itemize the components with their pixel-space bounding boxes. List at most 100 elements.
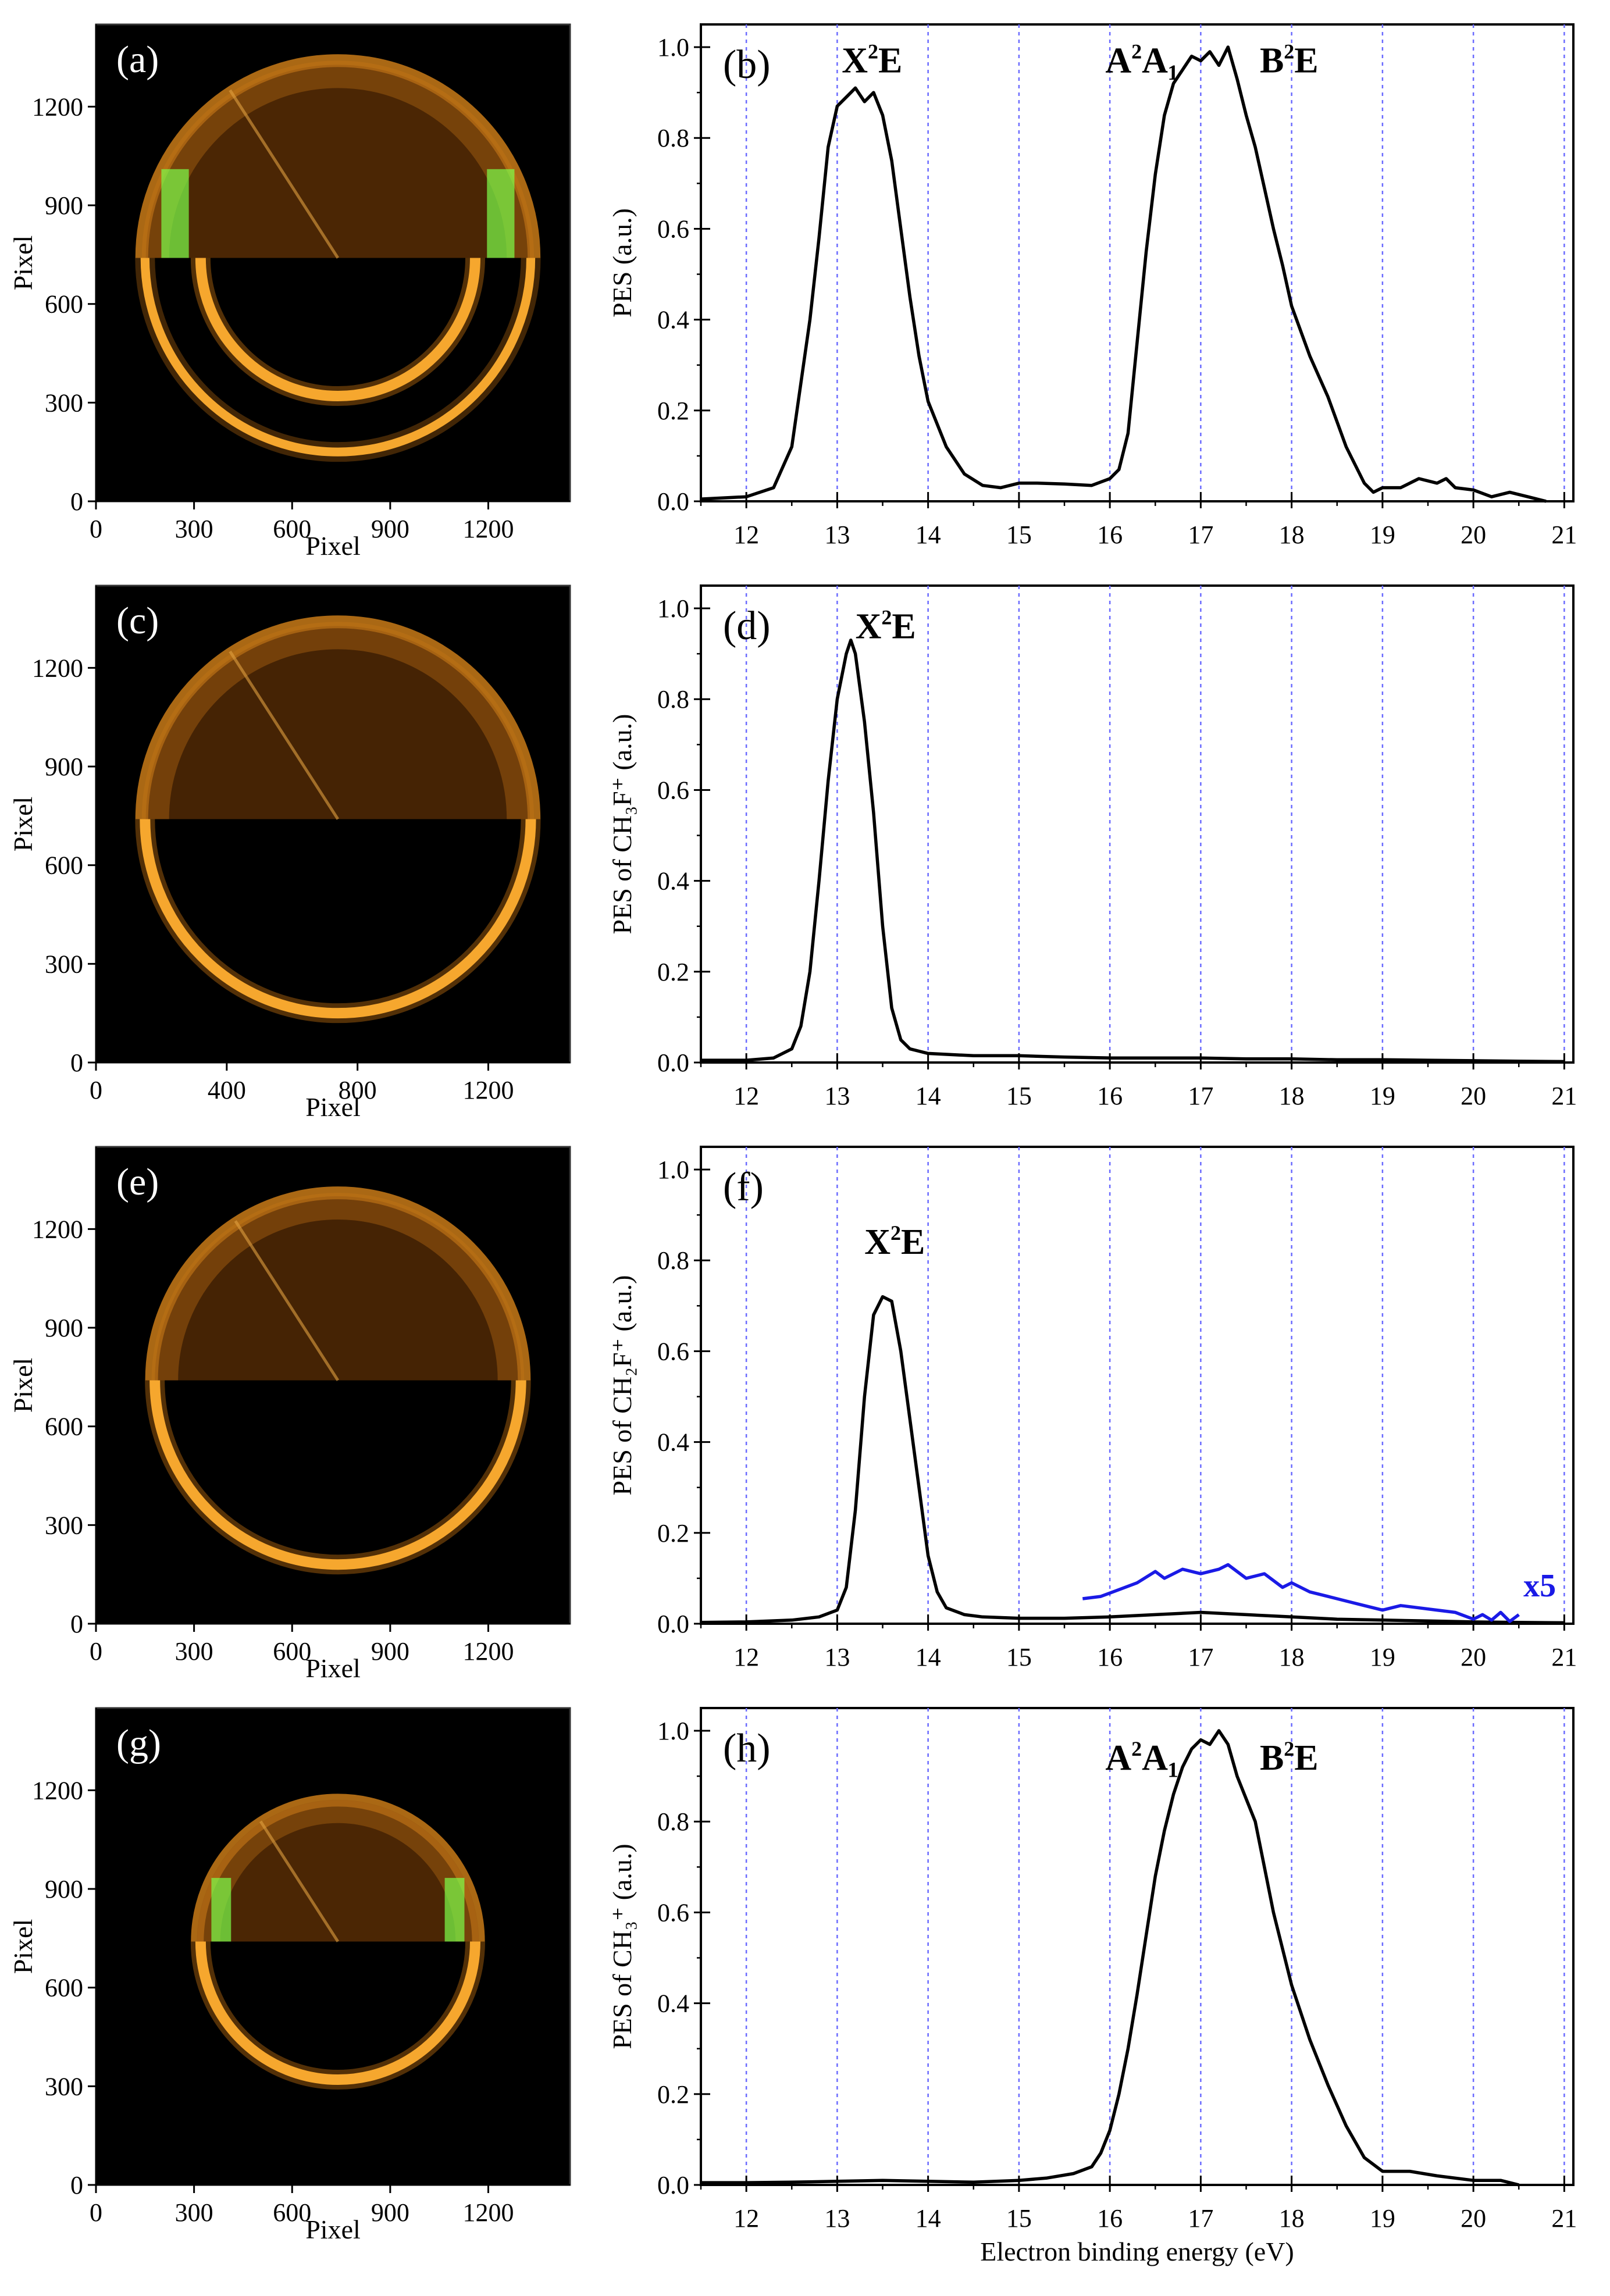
hotspot-left <box>211 1878 231 1942</box>
x-tick-label: 15 <box>1006 2204 1032 2233</box>
x-tick-label: 16 <box>1097 2204 1123 2233</box>
y-tick-label: 0 <box>70 1610 83 1638</box>
x-tick-label: 16 <box>1097 1643 1123 1671</box>
ring-lower <box>195 258 480 401</box>
x-tick-label: 19 <box>1370 1082 1395 1110</box>
x-tick-label: 18 <box>1279 1643 1305 1671</box>
y-axis-title: Pixel <box>8 1919 38 1974</box>
y-axis-title: PES (a.u.) <box>607 208 637 318</box>
x-tick-label: 15 <box>1006 1643 1032 1671</box>
y-tick-label: 1200 <box>32 1776 83 1805</box>
detector-artifact-line <box>229 650 340 820</box>
x-tick-label: 20 <box>1461 1082 1486 1110</box>
x-axis-title: Pixel <box>305 1092 361 1122</box>
y-tick-label: 0.0 <box>657 1610 689 1638</box>
panel-label: (d) <box>723 604 771 648</box>
y-tick-label: 0.0 <box>657 2171 689 2199</box>
plot-frame <box>700 1707 1575 2186</box>
y-axis-title: Pixel <box>8 797 38 852</box>
y-tick-label: 0.4 <box>657 306 689 334</box>
y-tick-label: 0.6 <box>657 215 689 243</box>
state-label: X2E <box>856 605 916 646</box>
detector-image <box>95 1707 571 2186</box>
x-tick-label: 20 <box>1461 2204 1486 2233</box>
panel-g: (g) 0 300 600 900 1200 0 300 600 900 1200 Pixel Pixe… <box>8 1707 571 2244</box>
panel-label: (h) <box>723 1726 771 1771</box>
x-tick-label: 15 <box>1006 1082 1032 1110</box>
x-tick-label: 17 <box>1188 520 1213 549</box>
x-tick-label: 14 <box>916 1643 941 1671</box>
plot-frame <box>700 23 1575 502</box>
series-line-CH3 <box>701 1729 1519 2187</box>
x-tick-label: 13 <box>824 2204 850 2233</box>
x-axis-title: Electron binding energy (eV) <box>980 2237 1294 2266</box>
panel-a: (a) 0 300 600 900 1200 0 300 600 900 1200 Pixel Pixe… <box>8 23 571 561</box>
y-tick-label: 1.0 <box>657 1156 689 1184</box>
y-tick-label: 0.8 <box>657 1246 689 1275</box>
x-tick-label: 1200 <box>462 1076 514 1104</box>
x-tick-label: 1200 <box>462 515 514 543</box>
panel-label: (a) <box>116 38 159 81</box>
x-tick-label: 1200 <box>462 1637 514 1666</box>
x-tick-label: 600 <box>273 515 311 543</box>
y-tick-label: 0.4 <box>657 867 689 896</box>
y-tick-label: 0.6 <box>657 1337 689 1366</box>
x-tick-label: 21 <box>1551 2204 1577 2233</box>
x-tick-label: 20 <box>1461 520 1486 549</box>
x-tick-label: 800 <box>339 1076 377 1104</box>
panel-d: 12 13 14 15 16 17 18 19 20 21 0.0 0.2 0.4 0.6 0.8 1.0 (d… <box>607 584 1577 1110</box>
state-label: A2A₁ <box>1105 1737 1178 1778</box>
state-label: X2E <box>842 40 902 80</box>
panel-h: 12 13 14 15 16 17 18 19 20 21 0.0 0.2 0.4 0.6 0.8 1.0 (h… <box>607 1707 1577 2266</box>
x-tick-label: 0 <box>90 1637 102 1666</box>
y-tick-label: 0.2 <box>657 1519 689 1548</box>
y-tick-label: 1200 <box>32 654 83 682</box>
x-tick-label: 14 <box>916 1082 941 1110</box>
y-tick-label: 0.0 <box>657 1049 689 1077</box>
panel-c: (c) 0 400 800 1200 0 300 600 900 1200 Pixel Pixel <box>8 584 571 1122</box>
y-tick-label: 0.8 <box>657 685 689 714</box>
y-tick-label: 0.8 <box>657 1807 689 1836</box>
y-tick-label: 1200 <box>32 1215 83 1243</box>
x-tick-label: 18 <box>1279 2204 1305 2233</box>
x-tick-label: 900 <box>371 515 409 543</box>
ring-lower <box>149 1380 526 1570</box>
x-tick-label: 300 <box>175 515 213 543</box>
x-tick-label: 18 <box>1279 1082 1305 1110</box>
x-tick-label: 18 <box>1279 520 1305 549</box>
y-tick-label: 0.2 <box>657 2080 689 2109</box>
series-line-CH2F <box>700 1295 1565 1625</box>
x-tick-label: 600 <box>273 2198 311 2227</box>
hotspot-right <box>487 169 515 258</box>
x-axis-title: Pixel <box>305 2215 361 2244</box>
y-tick-label: 600 <box>45 1413 83 1441</box>
state-label: A2A₁ <box>1105 40 1178 80</box>
y-tick-label: 0.4 <box>657 1990 689 2018</box>
image-upper-rim <box>135 54 541 258</box>
y-axis-title: PES of CH₃F⁺ (a.u.) <box>607 714 637 935</box>
y-tick-label: 0.8 <box>657 124 689 152</box>
state-label: B2E <box>1260 1737 1319 1778</box>
ring-lower <box>195 1941 480 2085</box>
y-tick-label: 300 <box>45 2072 83 2101</box>
x-axis-title: Pixel <box>305 1653 361 1683</box>
panel-e: (e) 0 300 600 900 1200 0 300 600 900 1200 Pixel Pixe… <box>8 1146 571 1683</box>
y-tick-label: 0.0 <box>657 487 689 516</box>
y-tick-label: 0 <box>70 2171 83 2199</box>
image-upper-inner-band <box>155 1196 521 1381</box>
panel-f: 12 13 14 15 16 17 18 19 20 21 0.0 0.2 0.4 0.6 0.8 1.0 (f… <box>607 1146 1577 1671</box>
y-tick-label: 900 <box>45 1314 83 1342</box>
x-axis-title: Pixel <box>305 531 361 561</box>
y-tick-label: 900 <box>45 191 83 220</box>
y-tick-label: 300 <box>45 950 83 978</box>
x-tick-label: 1200 <box>462 2198 514 2227</box>
y-tick-label: 0.4 <box>657 1428 689 1457</box>
y-axis-title: Pixel <box>8 1358 38 1413</box>
x-tick-label: 900 <box>371 1637 409 1666</box>
x-tick-label: 20 <box>1461 1643 1486 1671</box>
image-upper-rim <box>145 1186 531 1381</box>
x-tick-label: 21 <box>1551 1082 1577 1110</box>
x-tick-label: 12 <box>733 1643 759 1671</box>
plot-frame <box>700 584 1575 1064</box>
